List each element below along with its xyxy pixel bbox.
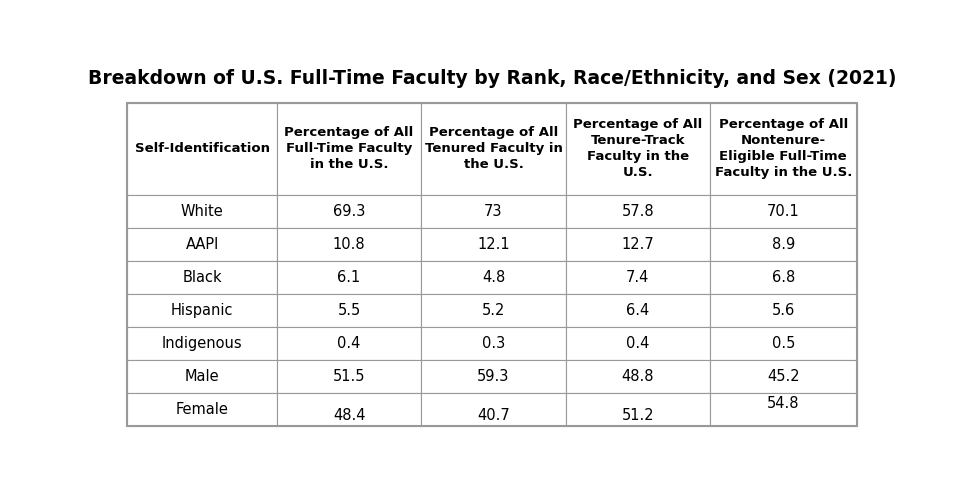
Text: 7.4: 7.4	[626, 270, 650, 285]
Text: 12.1: 12.1	[477, 237, 510, 252]
Bar	[565, 393, 710, 426]
Text: Breakdown of U.S. Full-Time Faculty by Rank, Race/Ethnicity, and Sex (2021): Breakdown of U.S. Full-Time Faculty by R…	[87, 69, 897, 88]
Bar	[421, 360, 565, 393]
Bar	[565, 228, 710, 261]
Text: 5.5: 5.5	[338, 303, 361, 318]
Text: Indigenous: Indigenous	[162, 336, 243, 351]
Text: 6.4: 6.4	[626, 303, 650, 318]
Text: Female: Female	[176, 402, 228, 417]
Text: Percentage of All
Full-Time Faculty
in the U.S.: Percentage of All Full-Time Faculty in t…	[284, 126, 414, 171]
Text: 70.1: 70.1	[767, 204, 800, 219]
Text: 57.8: 57.8	[621, 204, 654, 219]
Bar	[421, 327, 565, 360]
Bar	[128, 228, 276, 261]
Bar	[276, 102, 421, 195]
Bar	[565, 102, 710, 195]
Bar	[421, 102, 565, 195]
Bar	[128, 327, 276, 360]
Text: 73: 73	[484, 204, 503, 219]
Text: 5.6: 5.6	[772, 303, 795, 318]
Text: 6.1: 6.1	[338, 270, 361, 285]
Bar	[276, 393, 421, 426]
Text: 0.4: 0.4	[626, 336, 650, 351]
Text: Male: Male	[185, 369, 220, 384]
Bar	[565, 294, 710, 327]
Text: 10.8: 10.8	[333, 237, 366, 252]
Text: 69.3: 69.3	[333, 204, 365, 219]
Text: 51.2: 51.2	[621, 408, 654, 423]
Bar	[710, 327, 856, 360]
Bar	[276, 294, 421, 327]
Bar	[276, 261, 421, 294]
Bar	[421, 294, 565, 327]
Bar	[710, 294, 856, 327]
Text: 8.9: 8.9	[772, 237, 795, 252]
Bar	[710, 228, 856, 261]
Text: Percentage of All
Tenured Faculty in
the U.S.: Percentage of All Tenured Faculty in the…	[424, 126, 563, 171]
Bar	[128, 102, 856, 426]
Text: White: White	[180, 204, 224, 219]
Text: 12.7: 12.7	[621, 237, 654, 252]
Text: Hispanic: Hispanic	[171, 303, 233, 318]
Bar	[128, 195, 276, 228]
Text: AAPI: AAPI	[185, 237, 219, 252]
Bar	[276, 327, 421, 360]
Text: 48.4: 48.4	[333, 408, 366, 423]
Bar	[128, 360, 276, 393]
Bar	[276, 195, 421, 228]
Text: 0.4: 0.4	[337, 336, 361, 351]
Bar	[128, 102, 276, 195]
Text: 5.2: 5.2	[482, 303, 505, 318]
Text: 0.5: 0.5	[772, 336, 795, 351]
Text: Black: Black	[182, 270, 222, 285]
Bar	[128, 261, 276, 294]
Text: 4.8: 4.8	[482, 270, 505, 285]
Bar	[128, 294, 276, 327]
Bar	[710, 261, 856, 294]
Text: 54.8: 54.8	[767, 396, 800, 411]
Bar	[276, 360, 421, 393]
Bar	[710, 393, 856, 426]
Text: 48.8: 48.8	[621, 369, 654, 384]
Bar	[421, 261, 565, 294]
Bar	[276, 228, 421, 261]
Text: 40.7: 40.7	[477, 408, 510, 423]
Bar	[710, 195, 856, 228]
Text: 59.3: 59.3	[477, 369, 510, 384]
Text: 45.2: 45.2	[767, 369, 800, 384]
Bar	[421, 195, 565, 228]
Bar	[421, 393, 565, 426]
Bar	[565, 327, 710, 360]
Text: 0.3: 0.3	[482, 336, 505, 351]
Bar	[565, 195, 710, 228]
Bar	[421, 228, 565, 261]
Text: Percentage of All
Tenure-Track
Faculty in the
U.S.: Percentage of All Tenure-Track Faculty i…	[573, 118, 703, 179]
Bar	[128, 393, 276, 426]
Text: Self-Identification: Self-Identification	[134, 142, 270, 155]
Bar	[565, 360, 710, 393]
Text: 51.5: 51.5	[333, 369, 366, 384]
Bar	[565, 261, 710, 294]
Text: 6.8: 6.8	[772, 270, 795, 285]
Bar	[710, 360, 856, 393]
Text: Percentage of All
Nontenure-
Eligible Full-Time
Faculty in the U.S.: Percentage of All Nontenure- Eligible Fu…	[714, 118, 852, 179]
Bar	[710, 102, 856, 195]
